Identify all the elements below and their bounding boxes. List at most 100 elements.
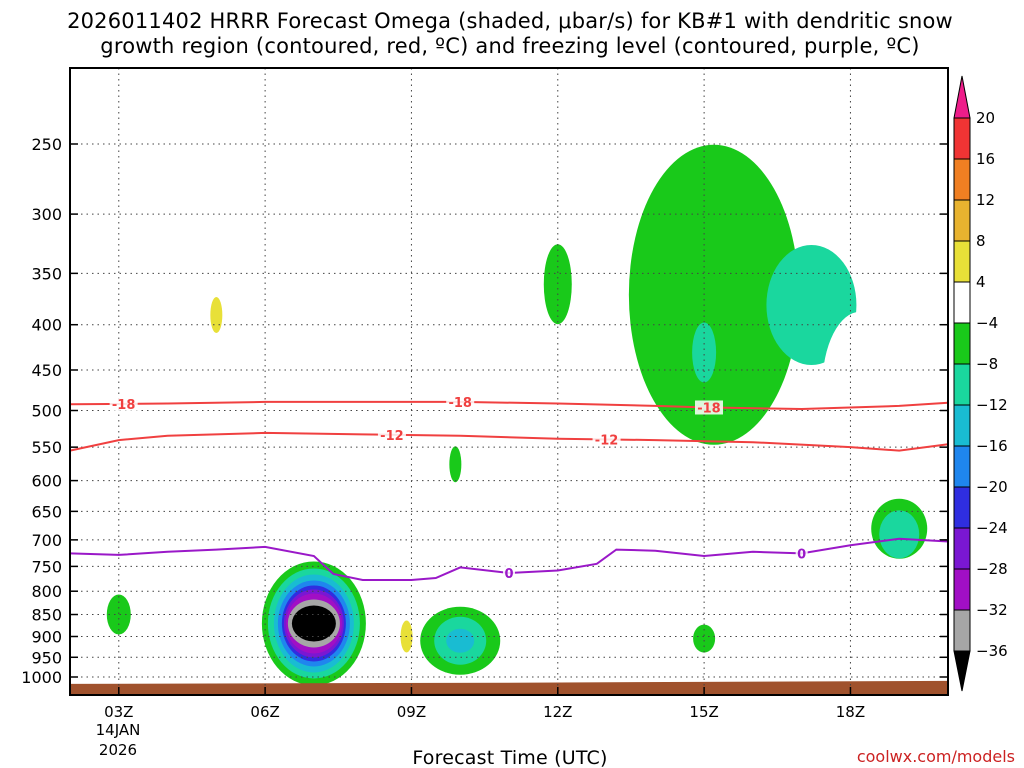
x-tick-label: 06Z — [250, 703, 279, 721]
colorbar-swatch — [953, 322, 971, 365]
omega-cell — [449, 446, 462, 483]
colorbar-label: −4 — [976, 314, 998, 332]
chart-title-line2: growth region (contoured, red, ºC) and f… — [100, 34, 919, 58]
credit-label: coolwx.com/models — [857, 747, 1015, 766]
omega-cell — [628, 144, 799, 445]
omega-cell — [299, 428, 320, 481]
colorbar-swatch — [953, 281, 971, 324]
omega-shading — [106, 144, 958, 686]
terrain-fill — [70, 680, 948, 695]
x-tick-label: 18Z — [836, 703, 865, 721]
omega-cell — [693, 624, 716, 653]
x-tick-label: 12Z — [543, 703, 572, 721]
colorbar-label: −36 — [976, 642, 1008, 660]
gridlines — [70, 68, 948, 695]
colorbar-swatch — [953, 117, 971, 160]
colorbar-label: −8 — [976, 355, 998, 373]
omega-cell — [884, 239, 905, 308]
omega-cell — [446, 628, 475, 653]
terrain — [70, 680, 948, 695]
x-tick-label: 15Z — [689, 703, 718, 721]
y-tick-label: 400 — [31, 316, 62, 335]
y-tick-label: 250 — [31, 135, 62, 154]
colorbar-swatch — [953, 240, 971, 283]
contour-line — [69, 431, 949, 452]
y-tick-label: 950 — [31, 648, 62, 667]
omega-cell — [291, 605, 336, 642]
y-tick-label: 600 — [31, 472, 62, 491]
colorbar-label: 4 — [976, 273, 986, 291]
contour-label: 0 — [504, 567, 513, 582]
colorbar-label: 20 — [976, 109, 995, 127]
omega-cell — [210, 296, 223, 333]
contour-label: -12 — [380, 429, 404, 444]
plot-frame — [69, 67, 949, 696]
temperature-contours: -18 -18 -18 -12 -12 0 0 — [69, 394, 949, 582]
colorbar-swatch — [953, 158, 971, 201]
colorbar-swatch — [953, 486, 971, 529]
y-tick-label: 300 — [31, 205, 62, 224]
y-tick-label: 500 — [31, 402, 62, 421]
x-tick-label: 03Z — [104, 703, 133, 721]
colorbar-label: 8 — [976, 232, 986, 250]
omega-cell — [729, 551, 758, 576]
contour-label: -18 — [448, 396, 472, 411]
omega-cell — [692, 322, 717, 383]
chart-title-line1: 2026011402 HRRR Forecast Omega (shaded, … — [67, 9, 953, 33]
colorbar-label: −24 — [976, 519, 1008, 537]
omega-cell — [889, 573, 958, 638]
contour-label-bg — [694, 400, 723, 415]
colorbar-label: −32 — [976, 601, 1008, 619]
contour-label: -12 — [595, 433, 619, 448]
y-tick-label: 850 — [31, 606, 62, 625]
contour-label: 0 — [797, 547, 806, 562]
contour-label-bg — [795, 546, 808, 561]
omega-cell — [822, 311, 899, 462]
omega-cell — [543, 244, 572, 325]
colorbar-swatch — [953, 363, 971, 406]
contour-label-bg — [446, 394, 475, 409]
colorbar-label: −20 — [976, 478, 1008, 496]
contour-label-bg — [503, 565, 515, 580]
colorbar-swatch — [953, 568, 971, 611]
colorbar-swatch — [953, 527, 971, 570]
y-tick-label: 650 — [31, 502, 62, 521]
colorbar-swatch — [953, 404, 971, 447]
x-axis-label: Forecast Time (UTC) — [412, 747, 607, 768]
y-tick-label: 750 — [31, 557, 62, 576]
omega-cell — [879, 510, 920, 559]
colorbar-swatch — [953, 199, 971, 242]
colorbar: 20 16 12 8 4 −4 −8 −12 −16 −20 −24 −28 −32 −36 — [953, 75, 1008, 692]
colorbar-label: −16 — [976, 437, 1008, 455]
colorbar-label: −12 — [976, 396, 1008, 414]
y-tick-label: 450 — [31, 361, 62, 380]
colorbar-label: −28 — [976, 560, 1008, 578]
colorbar-bottom-arrow — [953, 650, 971, 692]
x-tick-label: 09Z — [397, 703, 426, 721]
y-tick-label: 550 — [31, 438, 62, 457]
colorbar-swatch — [953, 445, 971, 488]
contour-label: -18 — [112, 398, 136, 413]
y-tick-label: 1000 — [21, 668, 62, 687]
contour-label-bg — [109, 396, 138, 411]
contour-label-bg — [377, 427, 406, 442]
contour-label-bg — [592, 432, 621, 447]
omega-cell — [350, 247, 375, 352]
plot-area: -18 -18 -18 -12 -12 0 0 — [69, 67, 958, 696]
date-label-year: 2026 — [99, 741, 137, 759]
date-label-day: 14JAN — [96, 721, 141, 739]
x-axis: 03Z 06Z 09Z 12Z 15Z 18Z — [104, 687, 865, 721]
colorbar-label: 16 — [976, 150, 995, 168]
contour-line — [69, 400, 949, 411]
y-tick-label: 700 — [31, 531, 62, 550]
contour-label: -18 — [697, 401, 721, 416]
contour-line — [69, 537, 949, 581]
y-axis: 250 300 350 400 450 500 550 600 650 700 750 800 850 9… — [21, 135, 948, 687]
colorbar-top-arrow — [953, 75, 971, 119]
colorbar-label: 12 — [976, 191, 995, 209]
y-tick-label: 800 — [31, 582, 62, 601]
y-tick-label: 900 — [31, 627, 62, 646]
omega-cell — [106, 594, 131, 635]
colorbar-swatch — [953, 609, 971, 652]
